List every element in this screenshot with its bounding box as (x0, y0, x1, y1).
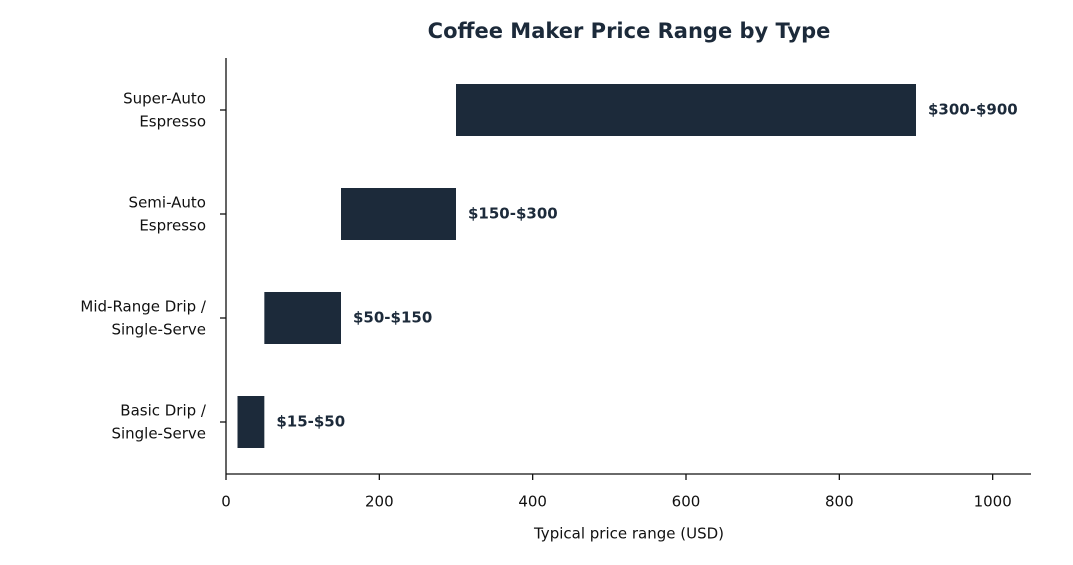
x-tick-label: 200 (365, 493, 394, 511)
y-tick-label: Semi-Auto Espresso (129, 193, 206, 234)
value-label: $150-$300 (468, 205, 558, 223)
x-tick-label: 400 (518, 493, 547, 511)
y-tick-label-line: Semi-Auto (129, 193, 206, 211)
y-tick-label-line: Basic Drip / (120, 401, 207, 419)
y-tick-label-line: Single-Serve (111, 320, 206, 338)
y-tick-label: Basic Drip / Single-Serve (111, 401, 206, 442)
value-label: $50-$150 (353, 309, 432, 327)
x-tick-label: 600 (672, 493, 701, 511)
y-tick-label-line: Espresso (139, 112, 206, 130)
bar (264, 292, 341, 344)
chart-title: Coffee Maker Price Range by Type (428, 19, 831, 43)
x-tick-label: 1000 (974, 493, 1012, 511)
y-tick-label-line: Single-Serve (111, 424, 206, 442)
bar (341, 188, 456, 240)
y-tick-label-line: Mid-Range Drip / (80, 297, 207, 315)
value-label: $15-$50 (276, 413, 345, 431)
y-tick-label-line: Super-Auto (123, 89, 206, 107)
y-tick-label-line: Espresso (139, 216, 206, 234)
bar (237, 396, 265, 448)
x-tick-label: 800 (825, 493, 854, 511)
x-axis-label: Typical price range (USD) (533, 525, 724, 543)
y-tick-label: Mid-Range Drip / Single-Serve (80, 297, 207, 338)
y-tick-label: Super-Auto Espresso (123, 89, 206, 130)
bar (456, 84, 916, 136)
value-label: $300-$900 (928, 101, 1018, 119)
x-tick-label: 0 (221, 493, 231, 511)
